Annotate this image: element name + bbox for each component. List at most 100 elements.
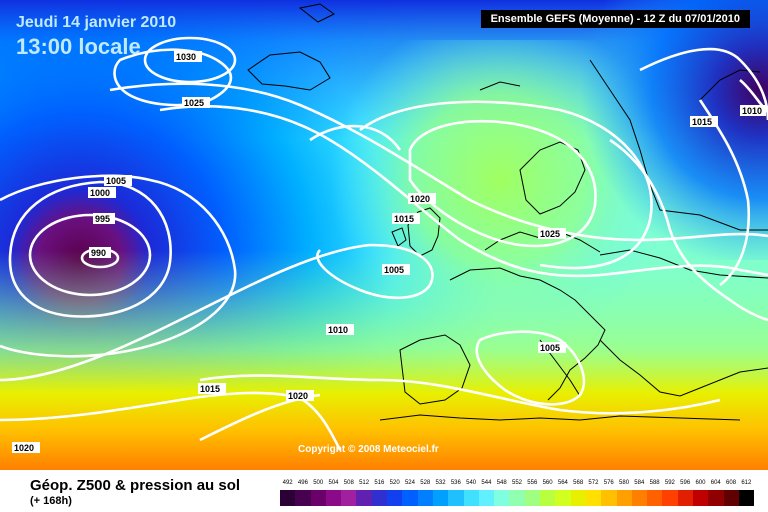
isobar-label: 1010 [328,325,348,335]
isobar-1010 [159,105,768,278]
color-scale-tick: 544 [481,480,492,486]
color-scale-tick: 548 [496,480,507,486]
color-scale-tick: 524 [404,480,415,486]
color-scale-tick: 612 [741,480,752,486]
color-scale-swatch [524,490,541,506]
isobar-label: 1015 [394,214,414,224]
isobar-label: 1010 [742,106,762,116]
isobar-1030 [143,36,237,84]
color-scale-tick: 572 [588,480,599,486]
color-scale-labels: 492 496 500 504 508 512 516 520 524 528 532 536 540 5… [280,480,754,488]
color-scale-swatch [708,490,724,506]
isobar-label: 1020 [288,391,308,401]
isobar-1025-north [113,48,233,107]
color-scale-tick: 576 [603,480,614,486]
color-scale-tick: 520 [389,480,400,486]
isobar-labels: 1030 1025 1005 1000 995 990 1020 1015 10… [12,51,766,453]
color-scale-swatch [310,490,326,506]
isobar-1015 [109,82,768,242]
color-scale-tick: 552 [511,480,523,486]
color-scale-swatch [478,490,495,506]
isobar-1020-south [0,391,342,451]
color-scale-swatch [341,490,357,506]
isobar-label: 1005 [384,265,404,275]
color-scale-swatch [585,490,602,506]
isobar-label: 1015 [200,384,220,394]
color-scale-swatch [601,490,617,506]
color-scale-swatch [387,490,403,506]
color-scale-tick: 508 [343,480,354,486]
color-scale-tick: 528 [420,480,431,486]
isobar-995 [28,213,152,297]
geopotential-map: 1030 1025 1005 1000 995 990 1020 1015 10… [0,0,768,470]
isobar-1005-center [0,243,434,382]
color-scale-tick: 580 [619,480,630,486]
color-scale-swatch [280,490,296,506]
color-scale-tick: 516 [374,480,385,486]
isobar-label: 1020 [410,194,430,204]
color-scale-swatch [509,490,525,506]
color-scale-tick: 504 [328,480,339,486]
isobar-1015-south [199,374,721,415]
color-scale-swatch [371,490,388,506]
isobar-1025-east [408,119,597,248]
color-scale-tick: 588 [649,480,660,486]
color-scale-tick: 512 [359,480,370,486]
color-scale-swatch [555,490,571,506]
isobar-label: 1025 [540,229,560,239]
isobar-label: 1000 [90,188,110,198]
color-scale-swatch [693,490,709,506]
z500-shading-northeast [560,0,768,260]
isobar-label: 1030 [176,52,196,62]
isobar-1005-med [475,330,586,406]
color-scale-swatch [494,490,510,506]
color-scale-tick: 556 [527,480,538,486]
color-scale-tick: 608 [726,480,737,486]
color-scale-tick: 540 [466,480,477,486]
isobar-label: 1005 [540,343,560,353]
color-scale-swatch [295,490,311,506]
color-scale-swatch [616,490,632,506]
isobar-1000 [8,180,172,318]
color-scale-swatch [417,490,433,506]
isobar-label: 1025 [184,98,204,108]
color-scale-tick: 596 [680,480,691,486]
color-scale-swatch [631,490,648,506]
color-scale-swatch [677,490,694,506]
isobar-label: 995 [95,214,110,224]
isobar-label: 1015 [692,117,712,127]
color-scale-tick: 536 [450,480,461,486]
color-scale-swatch [570,490,586,506]
color-scale-swatch [432,490,449,506]
isobar-1020-far-east [609,138,768,322]
color-scale-tick: 564 [557,480,568,486]
color-scale-swatch [463,490,479,506]
color-scale-swatch [738,490,755,506]
color-scale-tick: 568 [573,480,584,486]
color-scale-bar [280,490,755,506]
color-scale-tick: 592 [664,480,675,486]
model-run-label: Ensemble GEFS (Moyenne) - 12 Z du 07/01/… [480,10,750,28]
color-scale-swatch [540,490,556,506]
isobar-1020-east [359,100,653,270]
isobar-1010-north [309,124,402,151]
color-scale-swatch [647,490,663,506]
color-scale-swatch [325,490,342,506]
map-title: Géop. Z500 & pression au sol [30,477,241,494]
isobar-label: 1005 [106,176,126,186]
copyright-notice: Copyright © 2008 Meteociel.fr [298,444,439,455]
color-scale-swatch [402,490,418,506]
forecast-time: 13:00 locale [16,34,141,59]
color-scale-swatch [662,490,678,506]
z500-shading-south [0,250,768,470]
color-scale-tick: 496 [297,480,308,486]
isobar-label: 990 [91,248,106,258]
isobar-label: 1020 [14,443,34,453]
color-scale-swatch [356,490,372,506]
color-scale-tick: 532 [435,480,446,486]
color-scale-swatch [723,490,739,506]
color-scale-tick: 560 [542,480,553,486]
color-scale-tick: 604 [710,480,721,486]
color-scale-tick: 492 [282,480,293,486]
